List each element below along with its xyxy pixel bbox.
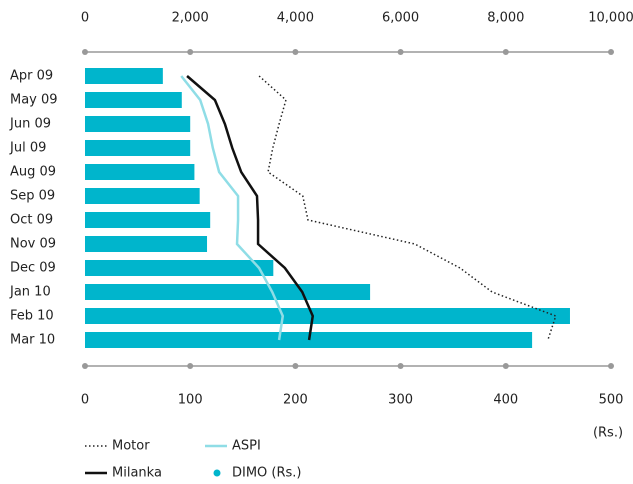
y-tick-label: Sep 09 (10, 189, 55, 204)
y-tick-label: Apr 09 (10, 69, 53, 84)
tick-mark (82, 49, 88, 55)
bar (85, 116, 191, 132)
tick-mark (397, 49, 404, 55)
line (186, 75, 315, 341)
y-tick-label: Jan 10 (9, 285, 51, 300)
line (180, 75, 285, 341)
tick-mark (292, 49, 299, 55)
bar (85, 68, 163, 84)
tick-label: 8,000 (487, 11, 524, 26)
bar (85, 284, 371, 300)
y-tick-label: Dec 09 (10, 261, 56, 276)
y-tick-label: Mar 10 (10, 333, 55, 348)
legend-label: ASPI (232, 439, 261, 454)
legend-label: DIMO (Rs.) (232, 466, 302, 481)
tick-label: 4,000 (277, 11, 314, 26)
y-tick-label: Aug 09 (10, 165, 56, 180)
tick-label: 10,000 (588, 11, 633, 26)
legend-label: Milanka (112, 466, 162, 481)
tick-label: 2,000 (172, 11, 209, 26)
y-tick-label: Feb 10 (10, 309, 54, 324)
tick-mark (502, 363, 509, 369)
tick-mark (608, 363, 614, 369)
tick-mark (187, 363, 194, 369)
y-tick-label: Oct 09 (10, 213, 53, 228)
tick-mark (82, 363, 88, 369)
bar (85, 92, 182, 108)
tick-mark (502, 49, 509, 55)
y-tick-label: Nov 09 (10, 237, 56, 252)
bar (85, 212, 211, 228)
tick-label: 300 (388, 393, 413, 408)
bar (85, 260, 274, 276)
tick-mark (187, 49, 194, 55)
tick-mark (608, 49, 614, 55)
bar (85, 236, 208, 252)
y-tick-label: Jun 09 (9, 117, 51, 132)
tick-label: 500 (599, 393, 624, 408)
tick-mark (292, 363, 299, 369)
tick-label: 0 (81, 11, 89, 26)
tick-label: 6,000 (382, 11, 419, 26)
x-axis-label: (Rs.) (593, 426, 623, 441)
bar (85, 188, 200, 204)
y-tick-label: May 09 (10, 93, 58, 108)
tick-label: 400 (493, 393, 518, 408)
y-tick-label: Jul 09 (9, 141, 46, 156)
bar (85, 332, 533, 348)
tick-label: 0 (81, 393, 89, 408)
legend-label: Motor (112, 439, 150, 454)
bar (85, 308, 570, 324)
bar (85, 164, 195, 180)
tick-mark (397, 363, 404, 369)
tick-label: 200 (283, 393, 308, 408)
bar (85, 140, 191, 156)
legend-marker (213, 469, 221, 477)
tick-label: 100 (178, 393, 203, 408)
line (258, 75, 557, 341)
